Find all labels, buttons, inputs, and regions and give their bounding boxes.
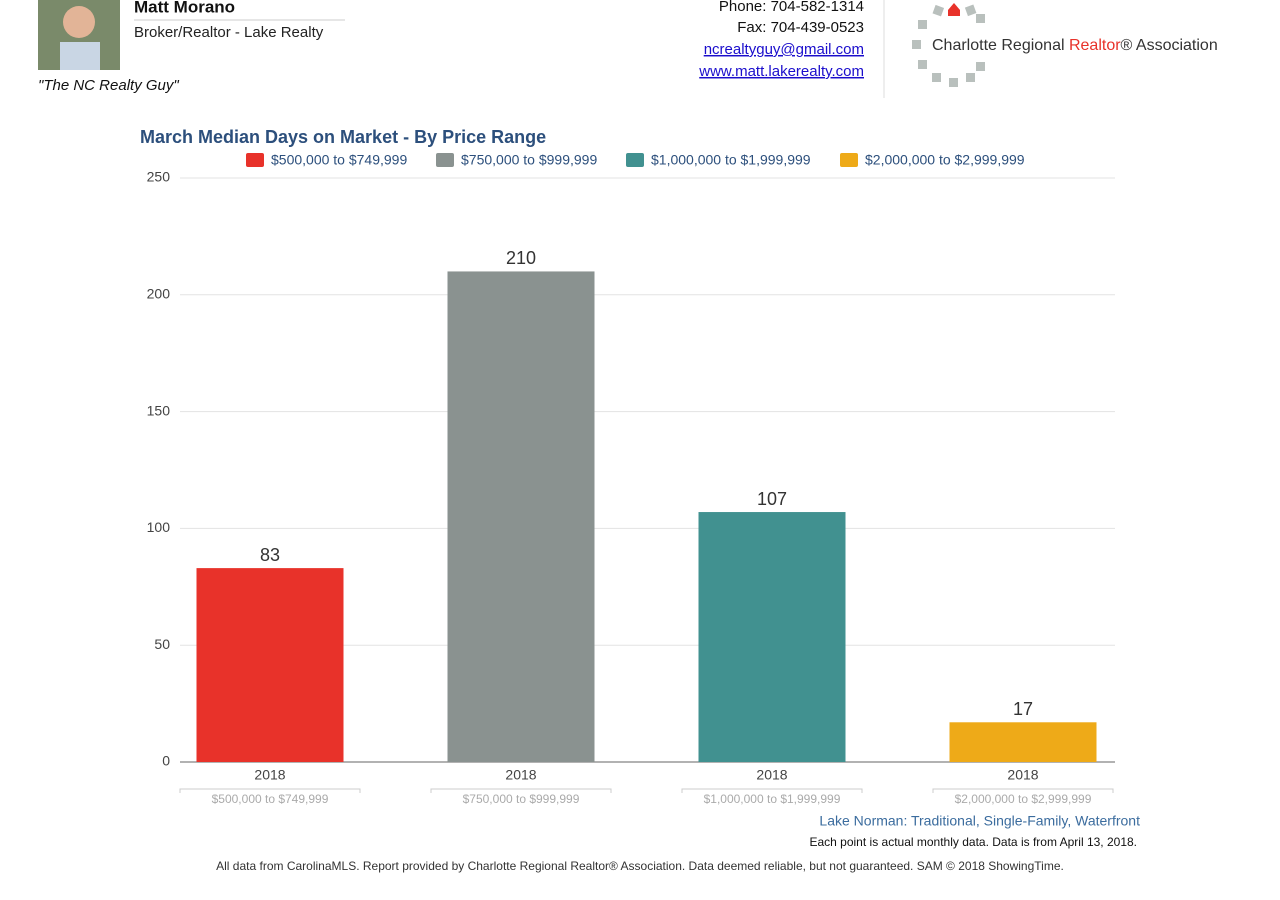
legend-label: $500,000 to $749,999 (271, 152, 407, 168)
disclaimer: All data from CarolinaMLS. Report provid… (216, 859, 1064, 873)
bar (949, 722, 1097, 762)
x-tick-label: $2,000,000 to $2,999,999 (955, 792, 1092, 806)
agent-name: Matt Morano (134, 0, 235, 16)
y-tick-label: 200 (147, 286, 171, 302)
chart-subtitle: Lake Norman: Traditional, Single-Family,… (819, 813, 1140, 829)
x-tick-label: $750,000 to $999,999 (463, 792, 580, 806)
logo-part: Realtor (1069, 37, 1121, 54)
y-tick-label: 150 (147, 402, 171, 418)
x-period-label: 2018 (254, 767, 285, 783)
y-tick-label: 100 (147, 519, 171, 535)
email-link[interactable]: ncrealtyguy@gmail.com (704, 41, 864, 58)
photo-shirt (60, 42, 100, 70)
group-bracket (179, 788, 361, 793)
bar (447, 271, 595, 762)
chart-note: Each point is actual monthly data. Data … (809, 835, 1137, 849)
agent-tagline: "The NC Realty Guy" (38, 77, 179, 94)
logo-text: Charlotte Regional Realtor® Association (932, 37, 1218, 54)
logo-ring (912, 4, 985, 87)
value-label: 83 (260, 545, 280, 565)
agent-role: Broker/Realtor - Lake Realty (134, 24, 324, 41)
group-bracket (430, 788, 612, 793)
bar (698, 512, 846, 762)
logo-house (948, 3, 960, 16)
value-label: 17 (1013, 699, 1033, 719)
group-bracket (681, 788, 863, 793)
logo-part: Charlotte Regional (932, 37, 1069, 54)
website-link[interactable]: www.matt.lakerealty.com (698, 63, 864, 80)
y-tick-label: 50 (154, 636, 170, 652)
logo-part: ® Association (1121, 37, 1218, 54)
bar (196, 568, 344, 762)
x-period-label: 2018 (505, 767, 536, 783)
legend-swatch (436, 153, 454, 167)
value-label: 210 (506, 248, 536, 268)
chart-title: March Median Days on Market - By Price R… (140, 127, 546, 147)
legend-label: $750,000 to $999,999 (461, 152, 597, 168)
y-tick-label: 250 (147, 169, 171, 185)
group-bracket (932, 788, 1114, 793)
legend-label: $2,000,000 to $2,999,999 (865, 152, 1025, 168)
x-period-label: 2018 (756, 767, 787, 783)
legend-swatch (840, 153, 858, 167)
phone: Phone: 704-582-1314 (719, 0, 864, 15)
x-tick-label: $1,000,000 to $1,999,999 (704, 792, 841, 806)
x-tick-label: $500,000 to $749,999 (212, 792, 329, 806)
fax: Fax: 704-439-0523 (737, 19, 864, 36)
legend-swatch (626, 153, 644, 167)
x-period-label: 2018 (1007, 767, 1038, 783)
value-label: 107 (757, 489, 787, 509)
y-tick-label: 0 (162, 753, 170, 769)
legend-label: $1,000,000 to $1,999,999 (651, 152, 811, 168)
photo-face (63, 6, 95, 38)
legend-swatch (246, 153, 264, 167)
